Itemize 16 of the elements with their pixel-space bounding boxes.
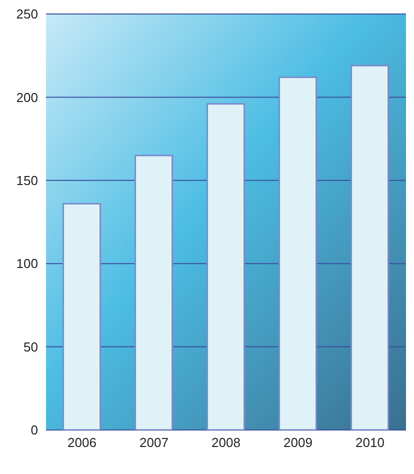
x-tick-label: 2009 bbox=[284, 435, 312, 450]
y-tick-label: 100 bbox=[16, 256, 38, 272]
y-tick-label: 150 bbox=[16, 173, 38, 188]
x-tick-label: 2006 bbox=[68, 435, 96, 450]
bar bbox=[134, 154, 174, 430]
x-tick-label: 2010 bbox=[356, 435, 384, 450]
x-tick-label: 2008 bbox=[212, 435, 240, 450]
bar bbox=[62, 202, 102, 430]
bar bbox=[350, 64, 390, 430]
x-tick-label: 2007 bbox=[140, 435, 168, 450]
bar bbox=[206, 103, 246, 430]
bar bbox=[278, 76, 318, 430]
y-tick-label: 50 bbox=[24, 339, 38, 354]
y-tick-label: 250 bbox=[16, 6, 38, 22]
y-tick-label: 0 bbox=[30, 422, 38, 438]
y-tick-label: 200 bbox=[16, 90, 38, 105]
